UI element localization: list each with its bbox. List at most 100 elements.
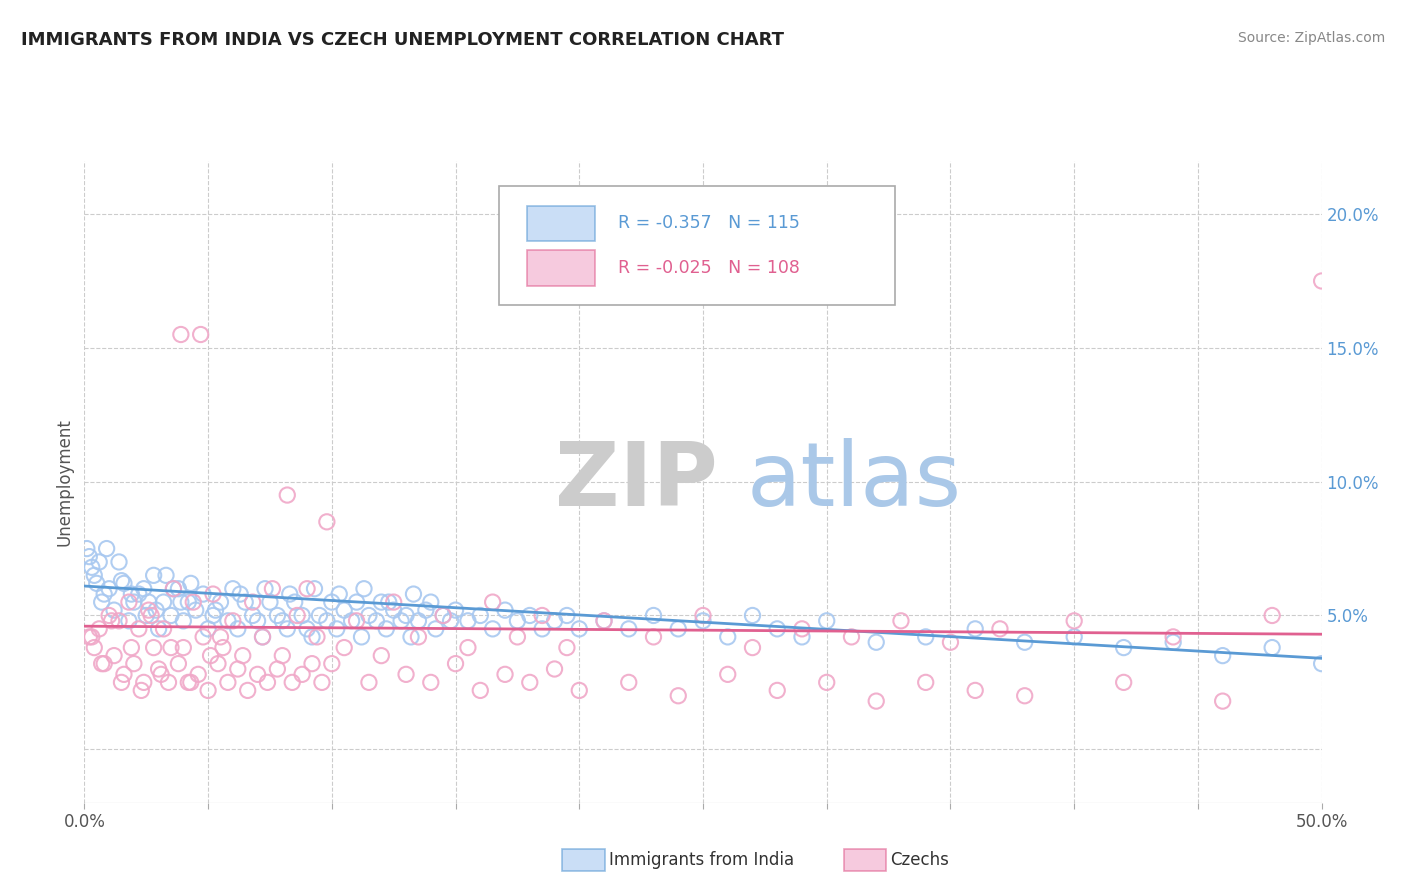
Point (242, 595, 264, 609)
Point (353, 582, 375, 596)
Point (98, 608, 121, 623)
Point (315, 515, 337, 529)
Point (152, 595, 174, 609)
Point (717, 630, 740, 644)
Point (666, 622, 689, 636)
Point (120, 640, 142, 655)
Point (494, 603, 516, 617)
Point (276, 622, 298, 636)
Point (89, 622, 111, 636)
Point (252, 630, 274, 644)
Point (120, 587, 142, 601)
Point (333, 603, 356, 617)
Point (167, 582, 190, 596)
Text: R = -0.357   N = 115: R = -0.357 N = 115 (617, 214, 800, 232)
Point (262, 582, 284, 596)
Point (666, 689, 689, 703)
Point (457, 640, 479, 655)
Point (90, 595, 112, 609)
Y-axis label: Unemployment: Unemployment (55, 417, 73, 546)
Point (226, 622, 249, 636)
Point (305, 630, 328, 644)
Point (108, 555, 131, 569)
Point (110, 675, 132, 690)
Point (988, 622, 1011, 636)
Point (841, 630, 863, 644)
Point (170, 595, 193, 609)
Text: ZIP: ZIP (554, 438, 717, 525)
Point (408, 630, 430, 644)
Point (1310, 657, 1333, 671)
Point (233, 595, 256, 609)
Point (177, 595, 200, 609)
Point (321, 657, 343, 671)
Point (172, 614, 194, 628)
Bar (527, 205, 595, 241)
Point (531, 608, 554, 623)
Point (439, 614, 461, 628)
Point (118, 614, 141, 628)
Point (346, 614, 368, 628)
Point (103, 648, 125, 663)
Point (506, 630, 529, 644)
Point (191, 587, 214, 601)
Point (617, 675, 640, 690)
Point (291, 667, 314, 681)
Point (419, 595, 441, 609)
Point (350, 630, 373, 644)
Point (766, 683, 789, 698)
Point (790, 630, 813, 644)
Point (128, 587, 150, 601)
Point (357, 608, 380, 623)
Point (138, 603, 160, 617)
Point (377, 595, 399, 609)
Point (295, 622, 318, 636)
Point (395, 608, 418, 623)
Point (152, 622, 174, 636)
Point (370, 648, 392, 663)
Point (197, 683, 219, 698)
Point (366, 614, 388, 628)
Point (108, 614, 131, 628)
Point (340, 614, 363, 628)
Point (382, 603, 405, 617)
Point (555, 608, 578, 623)
Point (253, 582, 276, 596)
Point (1112, 675, 1135, 690)
Point (132, 675, 155, 690)
FancyBboxPatch shape (499, 186, 894, 305)
Point (204, 603, 226, 617)
Point (79, 549, 101, 564)
Point (965, 622, 987, 636)
Point (90, 657, 112, 671)
Point (315, 614, 337, 628)
Point (470, 608, 492, 623)
Point (425, 622, 447, 636)
Point (79, 630, 101, 644)
Point (531, 622, 554, 636)
Point (643, 630, 665, 644)
Point (1014, 635, 1036, 649)
Point (1063, 630, 1085, 644)
Point (181, 595, 204, 609)
Point (506, 614, 529, 628)
Text: R = -0.025   N = 108: R = -0.025 N = 108 (617, 260, 800, 277)
Point (150, 667, 173, 681)
Point (741, 608, 763, 623)
Point (246, 667, 269, 681)
Point (122, 657, 145, 671)
Point (395, 667, 418, 681)
Point (242, 608, 264, 623)
Point (481, 595, 503, 609)
Point (1212, 648, 1234, 663)
Point (766, 622, 789, 636)
Point (128, 622, 150, 636)
Point (266, 608, 288, 623)
Point (1261, 640, 1284, 655)
Point (519, 675, 541, 690)
Point (132, 582, 155, 596)
Point (555, 640, 578, 655)
Point (276, 488, 298, 502)
Point (402, 587, 425, 601)
Point (1014, 689, 1036, 703)
